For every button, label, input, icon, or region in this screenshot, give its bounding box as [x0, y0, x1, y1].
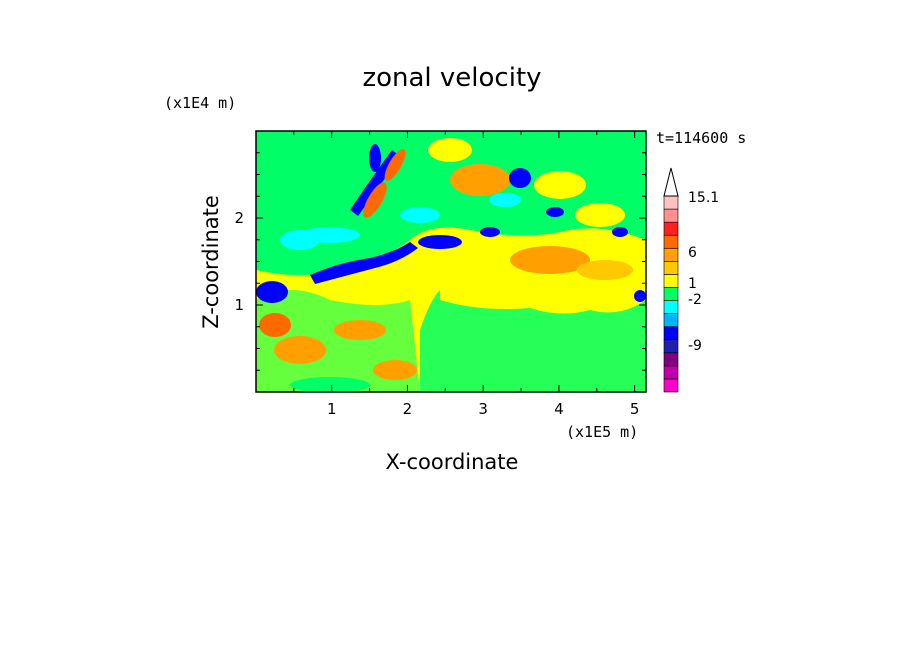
- x-tick-label: 2: [403, 400, 413, 418]
- colorbar-swatch: [663, 378, 679, 393]
- patch-yellow-mid: [440, 268, 646, 314]
- patch-yellow-top-3: [575, 203, 625, 227]
- colorbar-swatch: [663, 339, 679, 354]
- colorbar-swatch: [663, 261, 679, 275]
- colorbar-swatch: [663, 247, 679, 262]
- patch-orange-right-2: [577, 260, 633, 280]
- colorbar-swatch: [663, 274, 679, 288]
- x-tick-label: 4: [554, 400, 564, 418]
- patch-blue-2: [418, 235, 462, 249]
- y-tick-label: 1: [234, 296, 244, 314]
- colorbar-swatch: [663, 208, 679, 223]
- patch-orange-left: [274, 336, 326, 364]
- colorbar-label: -2: [688, 292, 702, 308]
- patch-blue-4: [546, 207, 564, 217]
- velocity-field: [256, 131, 646, 392]
- chart-title: zonal velocity: [362, 63, 541, 93]
- colorbar-swatch: [663, 221, 679, 236]
- colorbar-label: 6: [688, 245, 697, 261]
- patch-green-bottom: [290, 377, 370, 392]
- colorbar-label: 15.1: [688, 190, 719, 206]
- patch-yellow-top: [428, 138, 472, 162]
- colorbar: [663, 167, 679, 393]
- patch-blue-diagonal: [310, 242, 418, 284]
- colorbar-swatch: [663, 234, 679, 249]
- colorbar-extend-arrow: [663, 167, 679, 197]
- colorbar-swatch: [663, 352, 679, 367]
- patch-red-diag: [363, 182, 387, 218]
- y-tick-label: 2: [234, 209, 244, 227]
- patch-orange-lowmid: [373, 360, 417, 380]
- colorbar-swatch: [663, 365, 679, 380]
- patch-cyan-1: [400, 207, 440, 223]
- colorbar-labels: 15.1 6 1-2 -9: [688, 190, 719, 354]
- colorbar-swatch: [663, 195, 679, 210]
- patch-cyan-2: [489, 193, 521, 207]
- patch-red-left: [259, 313, 291, 337]
- colorbar-swatch: [663, 287, 679, 301]
- y-unit-label: (x1E4 m): [164, 94, 236, 112]
- patch-blue-5: [612, 227, 628, 237]
- patch-orange-right: [510, 246, 590, 274]
- x-axis-ticks: 1 2 3 4 5: [293, 131, 640, 418]
- patch-blue-6: [634, 290, 646, 302]
- y-axis-ticks: 12: [234, 152, 646, 371]
- patch-green-lower: [420, 290, 646, 392]
- time-label: t=114600 s: [656, 129, 746, 147]
- patch-blue-3: [480, 227, 500, 237]
- x-tick-label: 5: [630, 400, 640, 418]
- patch-blue-topleft: [369, 144, 381, 172]
- patch-orange-top: [450, 164, 510, 196]
- patch-cyan-left: [280, 230, 320, 250]
- y-axis-label: Z-coordinate: [199, 195, 223, 329]
- colorbar-swatch: [663, 326, 679, 341]
- patch-blue-1: [509, 168, 531, 188]
- patch-red-diag-2: [384, 149, 406, 181]
- x-tick-label: 1: [327, 400, 337, 418]
- field-patches: [256, 131, 646, 392]
- colorbar-swatch: [663, 313, 679, 327]
- x-axis-label: X-coordinate: [386, 450, 519, 474]
- x-tick-label: 3: [478, 400, 488, 418]
- patch-blue-left: [256, 281, 288, 303]
- patch-orange-mid: [334, 320, 386, 340]
- colorbar-swatch: [663, 300, 679, 314]
- patch-yellow-top-2: [534, 171, 586, 199]
- colorbar-label: 1: [688, 276, 697, 292]
- x-unit-label: (x1E5 m): [566, 423, 638, 441]
- colorbar-label: -9: [688, 338, 702, 354]
